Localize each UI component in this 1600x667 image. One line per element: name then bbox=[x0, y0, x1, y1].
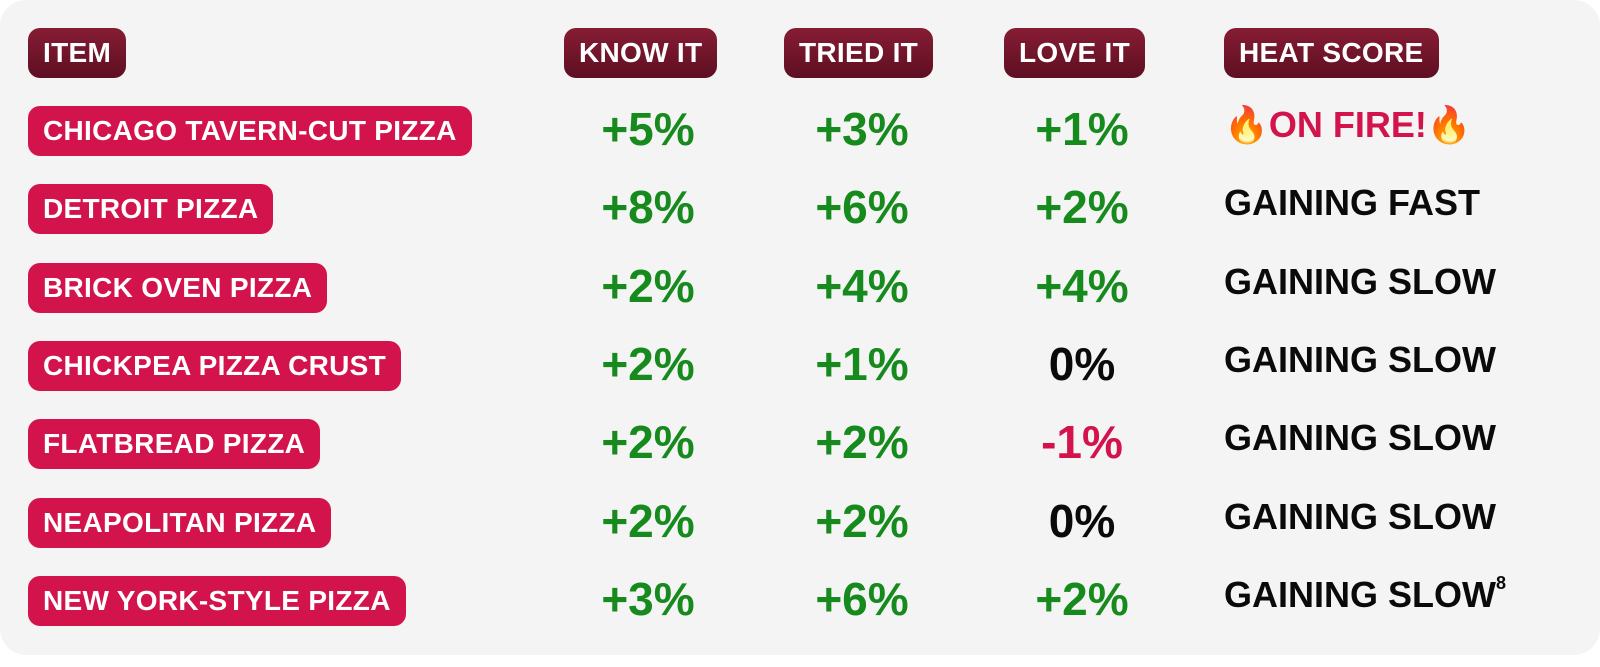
footnote: 8 bbox=[1496, 572, 1507, 593]
value-cell: +2% bbox=[601, 494, 695, 547]
value-cell: +2% bbox=[815, 494, 909, 547]
heat-text: GAINING SLOW bbox=[1224, 260, 1496, 302]
value-cell: +2% bbox=[1035, 181, 1129, 234]
item-label: CHICKPEA PIZZA CRUST bbox=[28, 340, 402, 391]
heat-score: GAINING SLOW bbox=[1224, 413, 1496, 463]
value-cell: +3% bbox=[601, 572, 695, 625]
heat-text: GAINING SLOW bbox=[1224, 417, 1496, 459]
heat-score: GAINING FAST bbox=[1224, 178, 1480, 228]
column-header: KNOW IT bbox=[564, 28, 718, 78]
heat-score: GAINING SLOW bbox=[1224, 335, 1496, 385]
column-header: HEAT SCORE bbox=[1224, 28, 1439, 78]
value-cell: +2% bbox=[1035, 572, 1129, 625]
value-cell: +8% bbox=[601, 181, 695, 234]
item-label: DETROIT PIZZA bbox=[28, 184, 274, 235]
value-cell: 0% bbox=[1048, 494, 1116, 547]
value-cell: +2% bbox=[601, 416, 695, 469]
value-cell: +3% bbox=[815, 103, 909, 155]
value-cell: -1% bbox=[1041, 416, 1123, 469]
heat-score: GAINING SLOW bbox=[1224, 257, 1496, 307]
item-label: FLATBREAD PIZZA bbox=[28, 419, 321, 470]
item-label: BRICK OVEN PIZZA bbox=[28, 262, 328, 313]
heat-text: GAINING SLOW bbox=[1224, 573, 1496, 615]
value-cell: +6% bbox=[815, 572, 909, 625]
value-cell: +1% bbox=[1035, 103, 1129, 155]
heat-text: GAINING SLOW bbox=[1224, 338, 1496, 380]
value-cell: +4% bbox=[1035, 259, 1129, 312]
column-header: ITEM bbox=[28, 28, 127, 78]
value-cell: +2% bbox=[815, 416, 909, 469]
value-cell: +2% bbox=[601, 337, 695, 390]
value-cell: +6% bbox=[815, 181, 909, 234]
value-cell: 0% bbox=[1048, 337, 1116, 390]
heat-score: GAINING SLOW bbox=[1224, 492, 1496, 542]
item-label: NEW YORK-STYLE PIZZA bbox=[28, 575, 406, 626]
heat-text: GAINING FAST bbox=[1224, 182, 1481, 224]
column-header: LOVE IT bbox=[1004, 28, 1145, 78]
heat-score: GAINING SLOW8 bbox=[1224, 570, 1506, 620]
heat-score: 🔥ON FIRE!🔥 bbox=[1224, 100, 1472, 150]
heat-text: 🔥ON FIRE!🔥 bbox=[1224, 104, 1472, 145]
item-label: CHICAGO TAVERN-CUT PIZZA bbox=[28, 106, 472, 156]
item-label: NEAPOLITAN PIZZA bbox=[28, 497, 332, 548]
value-cell: +5% bbox=[601, 103, 695, 155]
value-cell: +2% bbox=[601, 259, 695, 312]
column-header: TRIED IT bbox=[784, 28, 934, 78]
heat-text: GAINING SLOW bbox=[1224, 495, 1496, 537]
value-cell: +1% bbox=[815, 337, 909, 390]
value-cell: +4% bbox=[815, 259, 909, 312]
